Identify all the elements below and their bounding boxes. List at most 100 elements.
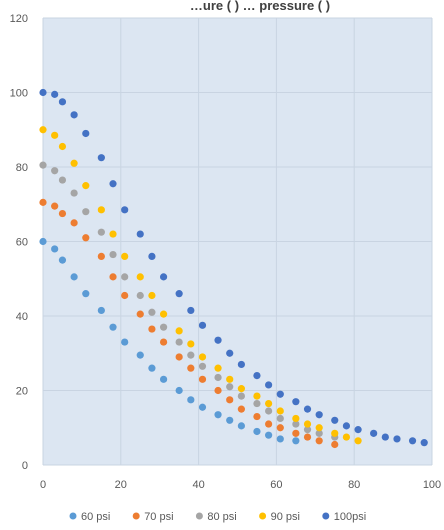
data-point bbox=[159, 375, 168, 383]
data-point bbox=[51, 90, 59, 98]
data-point bbox=[70, 159, 78, 167]
data-point bbox=[148, 252, 156, 260]
data-point bbox=[121, 338, 129, 346]
x-tick-label: 20 bbox=[115, 479, 127, 491]
data-point bbox=[58, 209, 67, 218]
data-point bbox=[58, 176, 67, 184]
data-point bbox=[51, 245, 59, 253]
data-point bbox=[198, 403, 207, 411]
data-point bbox=[276, 390, 284, 398]
data-point bbox=[253, 427, 261, 436]
data-point bbox=[265, 381, 273, 389]
data-point bbox=[187, 364, 195, 372]
legend-marker bbox=[132, 512, 140, 520]
data-point bbox=[51, 167, 59, 175]
data-point bbox=[214, 336, 222, 344]
data-point bbox=[226, 349, 234, 357]
data-point bbox=[82, 208, 90, 216]
data-point bbox=[265, 431, 273, 439]
y-tick-label: 40 bbox=[16, 311, 28, 323]
data-point bbox=[303, 420, 312, 428]
data-point bbox=[109, 230, 117, 238]
y-tick-label: 60 bbox=[16, 237, 28, 249]
legend-item: 90 psi bbox=[259, 511, 300, 523]
legend-marker bbox=[322, 512, 330, 520]
x-tick-label: 80 bbox=[348, 479, 360, 491]
data-point bbox=[97, 206, 105, 214]
data-point bbox=[331, 429, 339, 437]
data-point bbox=[70, 273, 78, 281]
legend-label: 80 psi bbox=[207, 511, 236, 523]
data-point bbox=[187, 306, 195, 315]
data-point bbox=[70, 189, 78, 197]
data-point bbox=[253, 392, 261, 400]
data-point bbox=[331, 440, 339, 449]
data-point bbox=[121, 273, 129, 281]
data-point bbox=[51, 202, 59, 210]
data-point bbox=[159, 273, 168, 281]
data-point bbox=[136, 310, 144, 318]
data-point bbox=[381, 433, 389, 441]
data-point bbox=[292, 420, 300, 428]
data-point bbox=[315, 429, 323, 437]
data-point bbox=[148, 291, 156, 300]
data-point bbox=[276, 407, 284, 415]
x-tick-label: 0 bbox=[40, 479, 46, 491]
data-point bbox=[187, 351, 195, 359]
legend-item: 100psi bbox=[322, 511, 366, 523]
x-tick-label: 60 bbox=[270, 479, 282, 491]
data-point bbox=[315, 437, 323, 445]
data-point bbox=[175, 327, 183, 335]
data-point bbox=[39, 126, 47, 134]
data-point bbox=[253, 412, 261, 421]
data-point bbox=[58, 142, 67, 151]
data-point bbox=[159, 310, 168, 318]
data-point bbox=[214, 386, 222, 395]
data-point bbox=[226, 396, 234, 404]
data-point bbox=[342, 422, 351, 430]
data-point bbox=[58, 256, 67, 264]
data-point bbox=[198, 362, 207, 370]
y-tick-label: 80 bbox=[16, 162, 28, 174]
data-point bbox=[121, 291, 129, 300]
data-point bbox=[253, 399, 261, 408]
data-point bbox=[175, 353, 183, 361]
data-point bbox=[39, 237, 47, 246]
data-point bbox=[198, 321, 207, 329]
y-tick-label: 0 bbox=[22, 460, 28, 472]
data-point bbox=[276, 424, 284, 432]
data-point bbox=[226, 416, 234, 424]
data-point bbox=[198, 375, 207, 383]
data-point bbox=[39, 161, 47, 169]
data-point bbox=[408, 437, 417, 445]
data-point bbox=[292, 414, 300, 423]
data-point bbox=[136, 230, 144, 238]
data-point bbox=[97, 228, 105, 236]
chart-title-fragment: …ure ( ) … pressure ( ) bbox=[190, 0, 330, 13]
data-point bbox=[237, 360, 245, 369]
data-point bbox=[187, 396, 195, 404]
legend-label: 100psi bbox=[334, 511, 366, 523]
data-point bbox=[187, 340, 195, 348]
y-tick-label: 100 bbox=[10, 88, 28, 100]
data-point bbox=[109, 180, 117, 188]
data-point bbox=[159, 338, 168, 346]
data-point bbox=[175, 386, 183, 395]
data-point bbox=[237, 422, 245, 430]
legend-item: 70 psi bbox=[132, 511, 174, 523]
data-point bbox=[276, 435, 284, 443]
data-point bbox=[82, 182, 90, 190]
data-point bbox=[109, 323, 117, 331]
data-point bbox=[354, 426, 362, 434]
data-point bbox=[97, 252, 105, 260]
data-point bbox=[265, 399, 273, 408]
data-point bbox=[136, 351, 144, 359]
data-point bbox=[214, 411, 222, 419]
data-point bbox=[393, 435, 401, 443]
data-point bbox=[237, 392, 245, 400]
data-point bbox=[265, 420, 273, 428]
data-point bbox=[82, 234, 90, 242]
data-point bbox=[39, 198, 47, 206]
data-point bbox=[70, 111, 78, 119]
data-point bbox=[303, 433, 312, 441]
